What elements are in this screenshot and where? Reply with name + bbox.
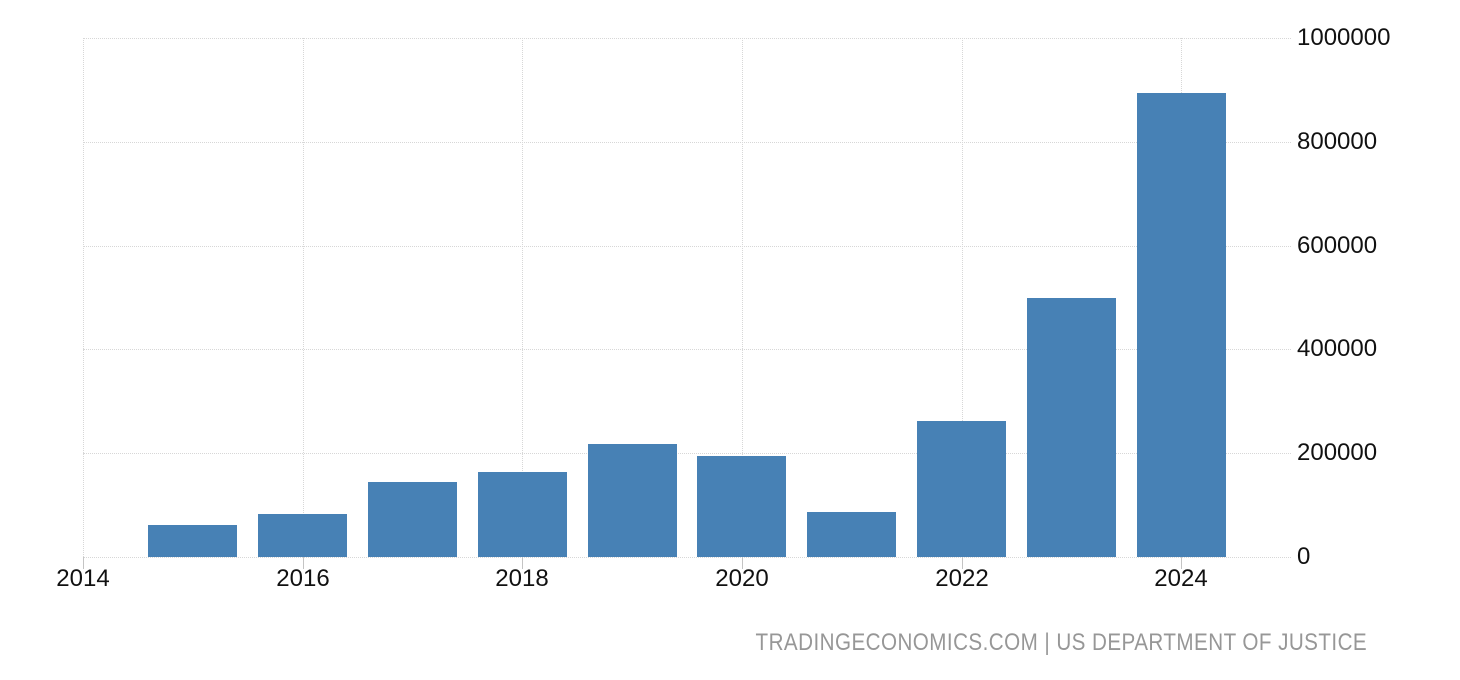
x-axis-tick: [962, 557, 963, 569]
bar-2019[interactable]: [588, 444, 677, 557]
plot-area[interactable]: [83, 38, 1291, 558]
y-axis-label-200000: 200000: [1297, 439, 1378, 467]
bar-2020[interactable]: [697, 456, 786, 557]
attribution-text: TRADINGECONOMICS.COM | US DEPARTMENT OF …: [755, 629, 1367, 656]
y-axis-label-800000: 800000: [1297, 127, 1378, 155]
y-axis-label-400000: 400000: [1297, 335, 1378, 363]
gridline-vertical: [83, 38, 84, 557]
bar-2021[interactable]: [807, 512, 896, 557]
gridline-horizontal: [83, 557, 1291, 558]
x-axis-label-2018: 2018: [495, 565, 549, 592]
y-axis-label-600000: 600000: [1297, 231, 1378, 259]
gridline-horizontal: [83, 349, 1291, 351]
x-axis-label-2022: 2022: [935, 565, 989, 592]
x-axis-label-2014: 2014: [56, 565, 110, 592]
bar-2015[interactable]: [148, 525, 237, 557]
x-axis-tick: [1181, 557, 1182, 569]
gridline-horizontal: [83, 245, 1291, 247]
bar-2022[interactable]: [917, 421, 1006, 557]
bar-2023[interactable]: [1027, 298, 1116, 557]
y-axis-label-0: 0: [1297, 543, 1311, 570]
x-axis-tick: [742, 557, 743, 569]
gridline-vertical: [303, 38, 304, 557]
gridline-horizontal: [83, 453, 1291, 455]
x-axis-tick: [303, 557, 304, 569]
gridline-vertical: [522, 38, 523, 557]
bar-2024[interactable]: [1137, 93, 1226, 557]
x-axis-label-2016: 2016: [276, 565, 330, 592]
y-axis-label-1000000: 1000000: [1297, 24, 1391, 51]
gridline-horizontal: [83, 141, 1291, 143]
x-axis-label-2024: 2024: [1154, 565, 1208, 592]
gridline-vertical: [962, 38, 963, 557]
x-axis-tick: [522, 557, 523, 569]
bar-2017[interactable]: [368, 482, 457, 557]
x-axis-tick: [83, 557, 84, 569]
x-axis-label-2020: 2020: [715, 565, 769, 592]
gridline-horizontal: [83, 38, 1291, 39]
bar-2016[interactable]: [258, 514, 347, 557]
gridline-vertical: [742, 38, 743, 557]
bar-2018[interactable]: [478, 472, 567, 557]
